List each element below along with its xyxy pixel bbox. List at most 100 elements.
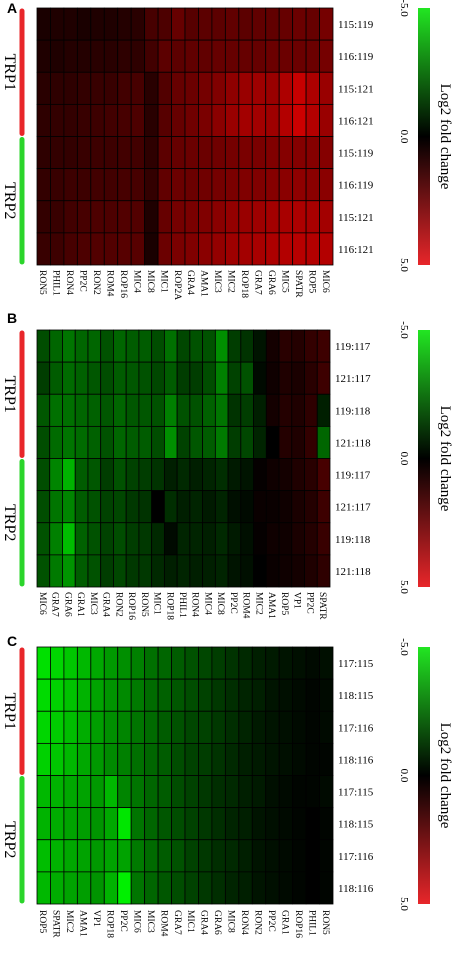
heatmap-cell	[198, 39, 213, 73]
heatmap-cell	[278, 742, 294, 776]
heatmap-cell	[316, 393, 331, 427]
heatmap-cell	[184, 136, 199, 170]
heatmap-cell	[36, 103, 51, 137]
heatmap-cell	[184, 871, 199, 905]
heatmap-cell	[211, 168, 226, 202]
heatmap-cell	[117, 678, 132, 712]
heatmap-cell	[184, 71, 199, 105]
heatmap-cell	[211, 7, 226, 41]
heatmap-cell	[278, 554, 293, 588]
colorbar-label: Log2 fold change	[437, 84, 453, 190]
heatmap-cell	[251, 136, 267, 170]
column-label: PHIL1	[306, 910, 316, 936]
heatmap-cell	[163, 393, 178, 427]
heatmap-cell	[117, 71, 132, 105]
heatmap-cell	[87, 554, 102, 588]
heatmap-cell	[100, 393, 114, 427]
heatmap-cell	[240, 490, 254, 524]
heatmap-cell	[138, 329, 153, 363]
heatmap-cell	[171, 71, 186, 105]
heatmap-cell	[319, 232, 334, 266]
row-label: 121:117	[335, 373, 371, 385]
column-label: GRA6	[266, 270, 276, 295]
column-label: PHIL1	[177, 592, 187, 618]
heatmap-cell	[117, 39, 132, 73]
heatmap-cell	[291, 393, 305, 427]
column-label: GRA6	[212, 910, 222, 935]
heatmap-cell	[103, 71, 119, 105]
heatmap-cell	[50, 200, 65, 234]
heatmap-cell	[184, 39, 199, 73]
heatmap-cell	[125, 361, 140, 395]
heatmap-cell	[36, 710, 51, 744]
heatmap-cell	[319, 103, 334, 137]
colorbar-tick: 5.0	[398, 580, 410, 594]
heatmap-cell	[171, 678, 186, 712]
heatmap-cell	[176, 329, 191, 363]
heatmap-cell	[62, 490, 76, 524]
row-label: 121:117	[335, 502, 371, 514]
heatmap-cell	[227, 329, 242, 363]
heatmap-cell	[292, 710, 307, 744]
heatmap-cell	[211, 136, 226, 170]
heatmap-cell	[103, 839, 119, 873]
heatmap-cell	[90, 710, 105, 744]
heatmap-cell	[211, 742, 226, 776]
heatmap-cell	[157, 136, 172, 170]
heatmap-cell	[305, 136, 320, 170]
column-label: ROP5	[279, 592, 289, 615]
heatmap-cell	[90, 7, 105, 41]
column-label: PP2C	[118, 910, 128, 932]
heatmap-cell	[292, 39, 307, 73]
heatmap-cell	[189, 522, 204, 556]
heatmap-cell	[138, 425, 153, 459]
column-label: VP1	[292, 592, 302, 609]
heatmap-cell	[198, 710, 213, 744]
heatmap-cell	[171, 200, 186, 234]
heatmap-cell	[265, 393, 280, 427]
heatmap-cell	[305, 839, 320, 873]
heatmap-cell	[157, 710, 172, 744]
heatmap-cell	[144, 871, 159, 905]
heatmap-cell	[144, 775, 159, 809]
heatmap-cell	[265, 839, 280, 873]
heatmap-cell	[74, 554, 89, 588]
heatmap-cell	[113, 522, 127, 556]
heatmap-cell	[224, 39, 240, 73]
heatmap-cell	[87, 522, 102, 556]
heatmap-cell	[36, 646, 51, 680]
heatmap-cell	[157, 39, 172, 73]
group-label: TRP1	[1, 54, 18, 91]
heatmap-cell	[319, 39, 334, 73]
heatmap-cell	[278, 871, 294, 905]
heatmap-cell	[251, 103, 267, 137]
heatmap-cell	[198, 871, 213, 905]
row-label: 119:118	[335, 534, 371, 546]
heatmap-cell	[253, 490, 267, 524]
heatmap-cell	[130, 71, 146, 105]
heatmap-cell	[163, 490, 178, 524]
heatmap-cell	[316, 522, 331, 556]
heatmap-cell	[87, 425, 102, 459]
heatmap-cell	[125, 458, 140, 492]
heatmap-cell	[63, 646, 78, 680]
heatmap-cell	[117, 871, 132, 905]
column-label: RON4	[239, 910, 249, 935]
column-label: MIC1	[152, 592, 162, 615]
heatmap-cell	[214, 393, 229, 427]
heatmap-cell	[90, 39, 105, 73]
heatmap-cell	[87, 393, 102, 427]
heatmap-cell	[117, 168, 132, 202]
heatmap-cell	[224, 136, 240, 170]
heatmap-cell	[292, 807, 307, 841]
heatmap-cell	[117, 232, 132, 266]
heatmap-cell	[189, 329, 204, 363]
panel-letter: B	[7, 310, 17, 326]
heatmap-cell	[63, 710, 78, 744]
heatmap-cell	[171, 103, 186, 137]
heatmap-cell	[130, 678, 146, 712]
heatmap-cell	[90, 71, 105, 105]
heatmap-cell	[49, 522, 63, 556]
heatmap-cell	[117, 103, 132, 137]
column-label: SPATR	[51, 910, 61, 938]
